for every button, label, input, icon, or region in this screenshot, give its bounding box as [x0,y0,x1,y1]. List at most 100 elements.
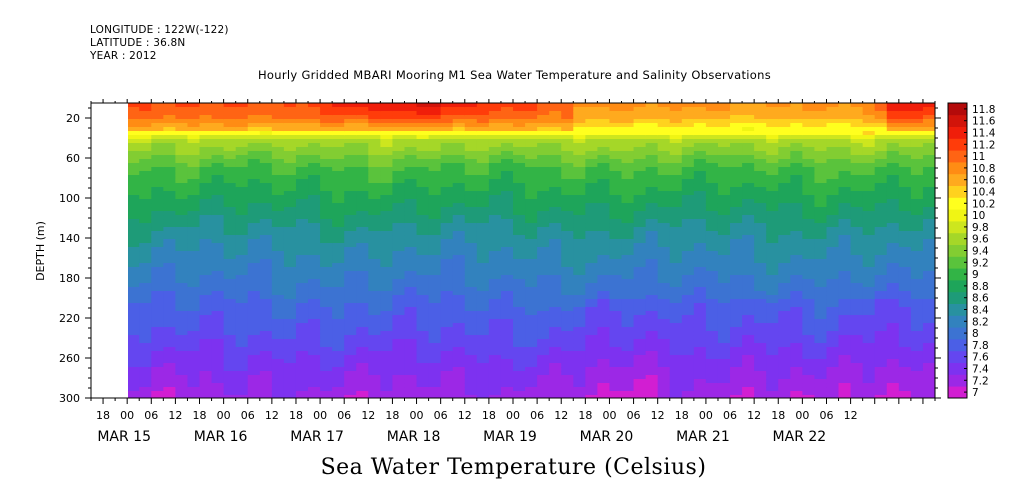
heatmap-cell [500,151,514,156]
heatmap-cell [128,255,140,260]
heatmap-cell [404,223,418,228]
heatmap-cell [464,107,478,112]
heatmap-cell [790,319,803,324]
heatmap-cell [500,171,514,176]
heatmap-cell [717,271,731,276]
heatmap-cell [826,307,840,312]
heatmap-cell [561,167,574,172]
heatmap-cell [898,387,912,392]
heatmap-cell [223,251,237,256]
heatmap-cell [380,375,394,380]
heatmap-cell [344,167,357,172]
heatmap-cell [742,307,755,312]
heatmap-cell [163,331,176,336]
heatmap-cell [922,143,935,148]
heatmap-cell [573,267,586,272]
heatmap-cell [886,235,900,240]
heatmap-cell [187,395,201,398]
heatmap-cell [247,275,261,280]
heatmap-cell [211,219,225,224]
heatmap-cell [730,335,743,340]
heatmap-cell [464,143,478,148]
heatmap-cell [513,111,526,116]
heatmap-cell [850,355,864,360]
heatmap-cell [657,331,671,336]
heatmap-cell [922,311,935,316]
heatmap-cell [862,335,876,340]
heatmap-cell [766,331,779,336]
heatmap-cell [416,135,430,140]
heatmap-cell [199,151,213,156]
heatmap-cell [537,139,550,144]
heatmap-cell [416,299,430,304]
heatmap-cell [247,359,261,364]
heatmap-cell [271,179,285,184]
heatmap-cell [573,123,586,128]
heatmap-cell [766,155,779,160]
heatmap-cell [681,183,695,188]
heatmap-cell [766,223,779,228]
heatmap-cell [283,111,297,116]
heatmap-cell [271,247,285,252]
heatmap-cell [874,303,888,308]
heatmap-cell [151,119,164,124]
heatmap-cell [308,299,321,304]
heatmap-cell [356,255,369,260]
heatmap-cell [537,123,550,128]
heatmap-cell [886,391,900,396]
heatmap-cell [537,383,550,388]
heatmap-cell [838,119,852,124]
heatmap-cell [139,111,152,116]
heatmap-cell [440,379,454,384]
heatmap-cell [163,279,176,284]
heatmap-cell [440,179,454,184]
heatmap-cell [151,351,164,356]
heatmap-cell [128,251,140,256]
heatmap-cell [561,275,574,280]
heatmap-cell [766,171,779,176]
heatmap-cell [283,279,297,284]
heatmap-cell [332,243,345,248]
heatmap-cell [778,331,791,336]
heatmap-cell [669,267,683,272]
heatmap-cell [404,327,418,332]
heatmap-cell [645,387,659,392]
heatmap-cell [790,147,803,152]
heatmap-cell [898,395,912,398]
heatmap-cell [838,191,852,196]
heatmap-cell [754,127,767,132]
heatmap-cell [428,191,442,196]
heatmap-cell [500,351,514,356]
heatmap-cell [585,147,598,152]
heatmap-cell [681,339,695,344]
heatmap-cell [549,371,562,376]
heatmap-cell [513,283,526,288]
heatmap-cell [838,283,852,288]
heatmap-cell [838,255,852,260]
heatmap-cell [259,271,273,276]
heatmap-cell [633,335,647,340]
heatmap-cell [742,371,755,376]
heatmap-cell [223,219,237,224]
heatmap-cell [669,359,683,364]
heatmap-cell [440,143,454,148]
heatmap-cell [537,243,550,248]
heatmap-cell [128,139,140,144]
heatmap-cell [549,155,562,160]
heatmap-cell [669,355,683,360]
heatmap-cell [826,359,840,364]
heatmap-cell [344,131,357,136]
heatmap-cell [283,367,297,372]
heatmap-cell [128,383,140,388]
heatmap-cell [525,379,538,384]
heatmap-cell [766,115,779,120]
heatmap-cell [802,107,816,112]
heatmap-cell [657,295,671,300]
heatmap-cell [633,339,647,344]
heatmap-cell [175,251,189,256]
heatmap-cell [235,291,249,296]
heatmap-cell [549,143,562,148]
heatmap-cell [428,151,442,156]
heatmap-cell [717,203,731,208]
heatmap-cell [187,167,201,172]
